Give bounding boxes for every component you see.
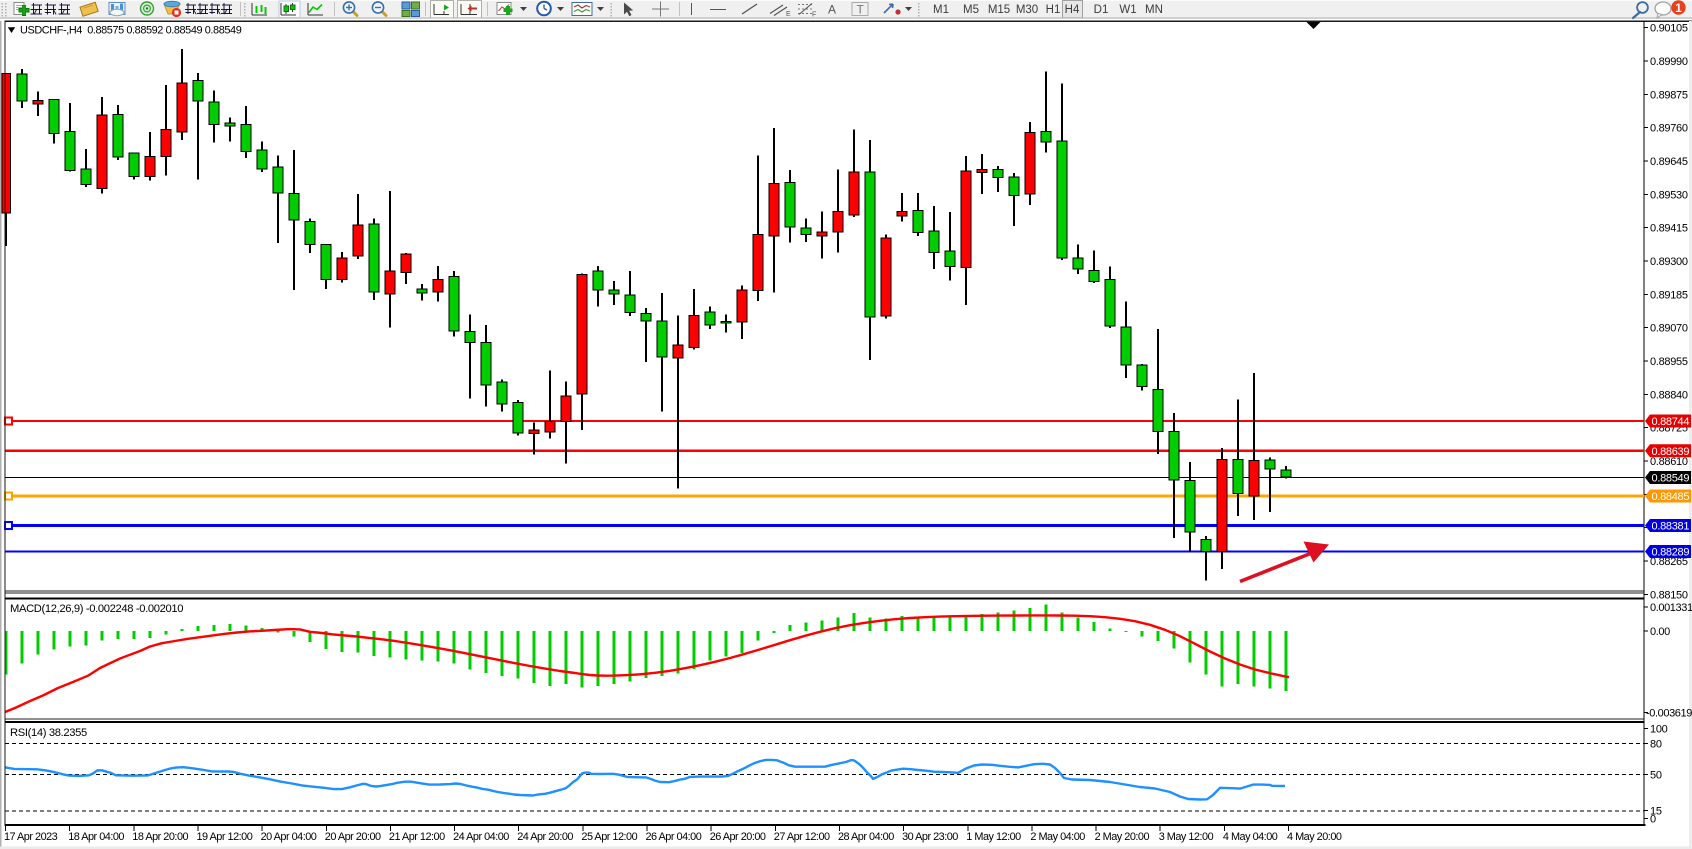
svg-text:100: 100 [1650,724,1668,736]
svg-text:2 May 04:00: 2 May 04:00 [1030,831,1085,843]
svg-text:0.88265: 0.88265 [1650,556,1688,568]
svg-text:F: F [812,12,816,19]
svg-text:0: 0 [1650,814,1656,826]
svg-text:0.88381: 0.88381 [1652,521,1690,533]
svg-text:M1: M1 [933,4,949,16]
svg-text:-0.003619: -0.003619 [1646,708,1692,720]
svg-text:W1: W1 [1119,4,1136,16]
svg-text:0.88955: 0.88955 [1650,356,1688,368]
svg-text:0.88150: 0.88150 [1650,589,1688,601]
svg-text:15: 15 [1650,805,1662,817]
svg-text:4 May 20:00: 4 May 20:00 [1287,831,1342,843]
svg-text:26 Apr 20:00: 26 Apr 20:00 [710,831,766,843]
svg-text:30 Apr 23:00: 30 Apr 23:00 [902,831,958,843]
svg-text:18 Apr 04:00: 18 Apr 04:00 [68,831,124,843]
svg-text:MACD(12,26,9) -0.002248 -0.002: MACD(12,26,9) -0.002248 -0.002010 [10,603,183,615]
svg-text:M30: M30 [1016,4,1038,16]
svg-text:H1: H1 [1046,4,1061,16]
svg-text:0.88840: 0.88840 [1650,389,1688,401]
svg-text:0.88744: 0.88744 [1652,416,1690,428]
svg-text:0.89990: 0.89990 [1650,56,1688,68]
svg-text:T: T [857,3,865,17]
svg-text:0.89415: 0.89415 [1650,223,1688,235]
svg-text:M5: M5 [963,4,979,16]
svg-text:20 Apr 20:00: 20 Apr 20:00 [325,831,381,843]
svg-text:28 Apr 04:00: 28 Apr 04:00 [838,831,894,843]
svg-text:3 May 12:00: 3 May 12:00 [1159,831,1214,843]
svg-text:4 May 04:00: 4 May 04:00 [1223,831,1278,843]
svg-text:0.89530: 0.89530 [1650,189,1688,201]
svg-text:0.90105: 0.90105 [1650,23,1688,35]
svg-text:MN: MN [1145,4,1163,16]
svg-text:0.89875: 0.89875 [1650,89,1688,101]
svg-text:E: E [786,11,791,18]
svg-text:H4: H4 [1065,4,1080,16]
svg-text:0.88610: 0.88610 [1650,456,1688,468]
svg-text:17 Apr 2023: 17 Apr 2023 [4,831,58,843]
svg-text:50: 50 [1650,770,1662,782]
svg-text:0.89300: 0.89300 [1650,256,1688,268]
svg-text:0.89070: 0.89070 [1650,323,1688,335]
svg-text:0.89760: 0.89760 [1650,123,1688,135]
svg-text:A: A [828,3,836,17]
svg-text:18 Apr 20:00: 18 Apr 20:00 [132,831,188,843]
svg-text:0.88549: 0.88549 [1652,473,1690,485]
svg-text:0.00: 0.00 [1650,626,1670,638]
svg-text:1 May 12:00: 1 May 12:00 [966,831,1021,843]
svg-text:24 Apr 20:00: 24 Apr 20:00 [517,831,573,843]
svg-text:USDCHF-,H4 0.88575 0.88592 0.: USDCHF-,H4 0.88575 0.88592 0.88549 0.885… [20,25,242,37]
svg-text:26 Apr 04:00: 26 Apr 04:00 [646,831,702,843]
svg-text:24 Apr 04:00: 24 Apr 04:00 [453,831,509,843]
svg-text:0.88289: 0.88289 [1652,547,1690,559]
svg-text:0.89185: 0.89185 [1650,289,1688,301]
svg-text:D1: D1 [1094,4,1109,16]
svg-text:0.001331: 0.001331 [1650,602,1692,614]
svg-text:20 Apr 04:00: 20 Apr 04:00 [261,831,317,843]
svg-text:0.88485: 0.88485 [1652,491,1690,503]
svg-text:27 Apr 12:00: 27 Apr 12:00 [774,831,830,843]
svg-text:19 Apr 12:00: 19 Apr 12:00 [197,831,253,843]
svg-text:2 May 20:00: 2 May 20:00 [1095,831,1150,843]
svg-text:RSI(14) 38.2355: RSI(14) 38.2355 [10,727,87,739]
svg-text:0.89645: 0.89645 [1650,156,1688,168]
svg-text:1: 1 [1675,1,1682,15]
svg-text:25 Apr 12:00: 25 Apr 12:00 [581,831,637,843]
svg-text:M15: M15 [988,4,1010,16]
svg-text:0.88639: 0.88639 [1652,446,1690,458]
svg-text:21 Apr 12:00: 21 Apr 12:00 [389,831,445,843]
svg-text:80: 80 [1650,739,1662,751]
